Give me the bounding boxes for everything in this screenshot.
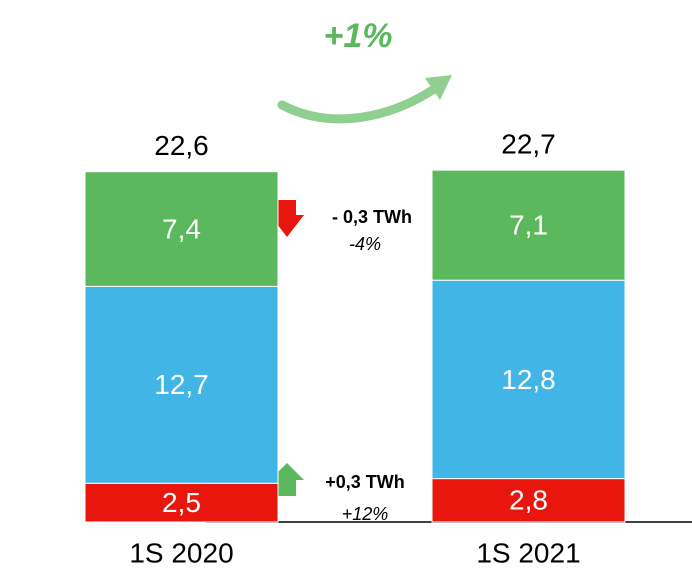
bar-segment — [431, 279, 626, 480]
growth-arrow-head — [425, 75, 452, 100]
segment-label: 7,1 — [509, 210, 548, 241]
x-tick-label: 1S 2021 — [476, 537, 580, 568]
annotation-change: +0,3 TWh — [325, 472, 405, 492]
segment-label: 7,4 — [162, 213, 201, 244]
growth-arrow — [277, 80, 445, 124]
total-label: 22,7 — [501, 129, 556, 160]
x-tick-label: 1S 2020 — [129, 537, 233, 568]
growth-label: +1% — [324, 17, 393, 55]
total-label: 22,6 — [154, 130, 209, 161]
bar-segment — [431, 169, 626, 281]
bar-segment — [84, 285, 279, 484]
bar-segment — [431, 478, 626, 523]
annotation-percent: +12% — [342, 504, 389, 524]
bar-segment — [84, 482, 279, 523]
segment-label: 12,8 — [501, 364, 556, 395]
segment-label: 2,5 — [162, 487, 201, 518]
bar-segment — [84, 171, 279, 287]
annotation-change: - 0,3 TWh — [332, 207, 412, 227]
segment-label: 2,8 — [509, 485, 548, 516]
annotation-percent: -4% — [349, 234, 381, 254]
segment-label: 12,7 — [154, 369, 209, 400]
